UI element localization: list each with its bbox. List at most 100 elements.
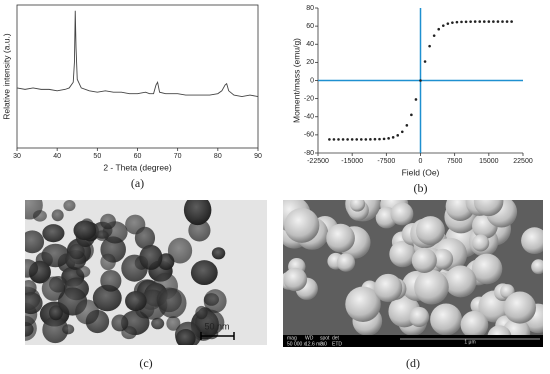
sem-image [283, 200, 543, 347]
data-point [446, 22, 450, 25]
data-point [382, 137, 386, 141]
particle [473, 200, 504, 217]
data-point [359, 138, 363, 141]
data-point [496, 20, 500, 23]
data-point [419, 79, 422, 82]
data-point [487, 20, 491, 23]
data-point [432, 34, 436, 37]
y-tick-label: 40 [306, 41, 314, 48]
y-tick-label: -20 [304, 95, 314, 102]
x-tick-label: 80 [214, 153, 222, 160]
particle [531, 259, 543, 275]
data-point [478, 20, 482, 23]
info-value: ETD [332, 341, 342, 347]
info-value: 12.6 mm [305, 341, 324, 347]
particle [460, 310, 489, 339]
particle [166, 316, 181, 331]
particle [62, 324, 75, 335]
x-tick-label: 15000 [479, 158, 499, 165]
x-axis-label: 2 - Theta (degree) [103, 162, 172, 172]
particle [139, 244, 163, 270]
particle [211, 247, 226, 260]
y-tick-label: -60 [304, 132, 314, 139]
particle [76, 265, 91, 278]
panel-label: (b) [414, 181, 428, 195]
particle [25, 259, 39, 278]
particle [374, 273, 403, 303]
x-tick-label: 40 [53, 153, 61, 160]
particle [195, 305, 208, 320]
x-tick-label: 70 [174, 153, 182, 160]
particle [414, 269, 449, 305]
data-point [391, 136, 395, 139]
particle [336, 253, 356, 272]
particle [503, 291, 537, 324]
y-tick-label: 60 [306, 23, 314, 30]
particle [349, 200, 366, 212]
x-tick-label: 22500 [513, 158, 533, 165]
y-tick-label: -80 [304, 150, 314, 157]
x-tick-label: -7500 [377, 158, 395, 165]
data-point [350, 138, 354, 141]
sem-info-bar [283, 335, 543, 347]
data-point [428, 44, 431, 48]
particle [188, 219, 211, 242]
data-point [501, 20, 504, 23]
info-label: det [332, 335, 340, 341]
particle [125, 290, 147, 312]
particle [51, 209, 64, 222]
scale-label: 1 μm [464, 339, 475, 345]
particle [345, 286, 381, 322]
particle [95, 230, 109, 241]
particle [203, 289, 227, 313]
x-tick-label: 0 [419, 158, 423, 165]
particle [41, 276, 66, 301]
particle [471, 253, 503, 285]
particle [100, 253, 116, 271]
particle [92, 284, 122, 312]
particle [415, 216, 445, 246]
particle [389, 240, 416, 268]
particle [42, 316, 69, 344]
plot-frame [16, 4, 259, 149]
data-point [451, 21, 454, 24]
particle [326, 223, 355, 253]
data-point [473, 20, 477, 23]
y-axis-label: Relative intensity (a.u.) [1, 33, 11, 120]
data-point [410, 113, 413, 117]
data-point [405, 124, 409, 127]
particle [100, 269, 122, 292]
particle [41, 243, 70, 268]
x-tick-label: 90 [254, 153, 262, 160]
particle [175, 329, 196, 345]
info-label: WD [305, 335, 314, 341]
particle [190, 260, 218, 286]
particle [111, 314, 129, 332]
x-tick-label: -15000 [341, 158, 363, 165]
particle [411, 247, 437, 274]
particle [158, 288, 187, 319]
particle [25, 200, 43, 220]
x-tick-label: 7500 [447, 158, 463, 165]
tem-image [25, 200, 267, 345]
particle [283, 267, 308, 292]
particle [409, 306, 430, 327]
data-point [332, 138, 336, 141]
particle [69, 243, 85, 260]
data-point [364, 138, 368, 141]
particle [521, 227, 543, 255]
particle [25, 279, 37, 296]
x-tick-label: 60 [134, 153, 142, 160]
panel-label: (d) [406, 356, 420, 370]
data-point [510, 20, 513, 23]
data-point [414, 98, 418, 101]
particle [25, 230, 45, 254]
particle [284, 207, 320, 243]
particle [134, 226, 156, 249]
data-point [373, 137, 377, 141]
info-value: 50 000 x [287, 341, 307, 347]
particle [151, 317, 165, 330]
panel-label: (c) [139, 356, 152, 370]
data-point [387, 137, 390, 140]
data-line [16, 10, 259, 97]
